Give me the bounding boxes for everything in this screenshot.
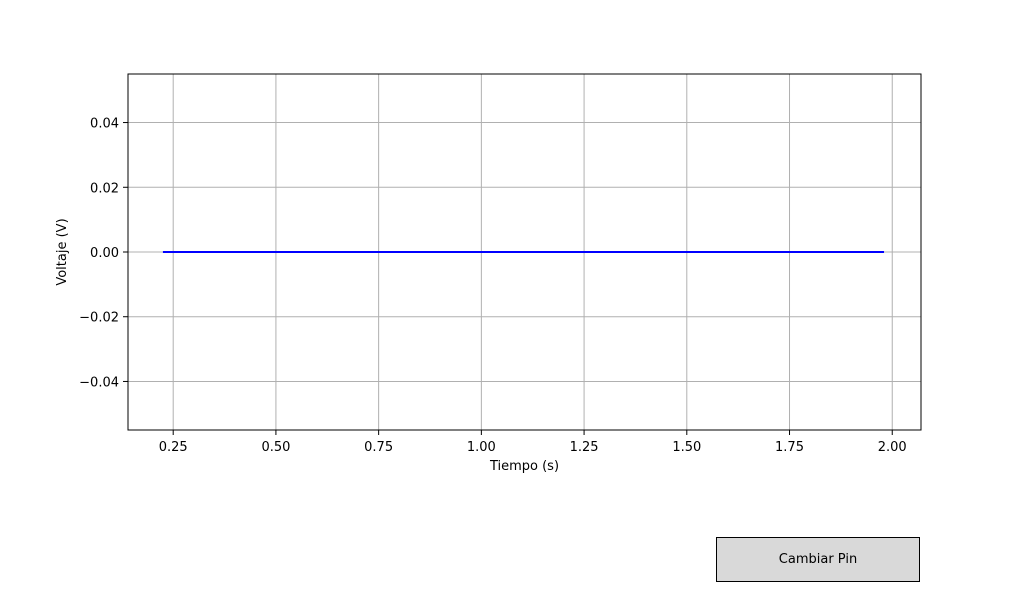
x-tick-label: 0.75 <box>364 440 393 455</box>
y-tick-label: 0.02 <box>90 181 119 196</box>
y-tick-label: −0.02 <box>79 311 119 326</box>
x-axis-label: Tiempo (s) <box>489 459 559 474</box>
x-tick-label: 0.50 <box>261 440 290 455</box>
x-tick-label: 0.25 <box>159 440 188 455</box>
y-tick-label: −0.04 <box>79 375 119 390</box>
x-tick-label: 1.50 <box>672 440 701 455</box>
x-tick-label: 1.00 <box>467 440 496 455</box>
y-tick-label: 0.00 <box>90 246 119 261</box>
ticks: 0.25 0.50 0.75 1.00 1.25 1.50 1.75 2.00 0.04 0.02… <box>79 117 907 455</box>
change-pin-button[interactable]: Cambiar Pin <box>716 537 920 582</box>
x-tick-label: 2.00 <box>878 440 907 455</box>
y-tick-label: 0.04 <box>90 117 119 132</box>
y-axis-label: Voltaje (V) <box>55 218 70 285</box>
x-tick-label: 1.25 <box>570 440 599 455</box>
x-tick-label: 1.75 <box>775 440 804 455</box>
